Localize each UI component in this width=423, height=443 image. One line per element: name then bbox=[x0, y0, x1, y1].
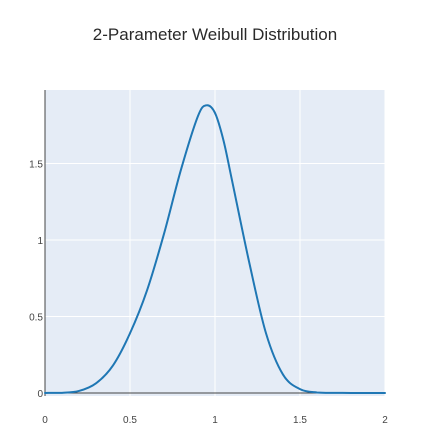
x-tick-label-3: 1.5 bbox=[293, 415, 307, 426]
x-tick-label-1: 0.5 bbox=[123, 415, 137, 426]
x-tick-label-4: 2 bbox=[382, 415, 388, 426]
y-tick-label-2: 1 bbox=[37, 236, 43, 247]
chart-title: 2-Parameter Weibull Distribution bbox=[93, 25, 337, 44]
y-tick-label-1: 0.5 bbox=[29, 312, 43, 323]
y-tick-label-3: 1.5 bbox=[29, 159, 43, 170]
y-tick-label-0: 0 bbox=[37, 389, 43, 400]
x-tick-label-2: 1 bbox=[212, 415, 218, 426]
x-tick-label-0: 0 bbox=[42, 415, 48, 426]
